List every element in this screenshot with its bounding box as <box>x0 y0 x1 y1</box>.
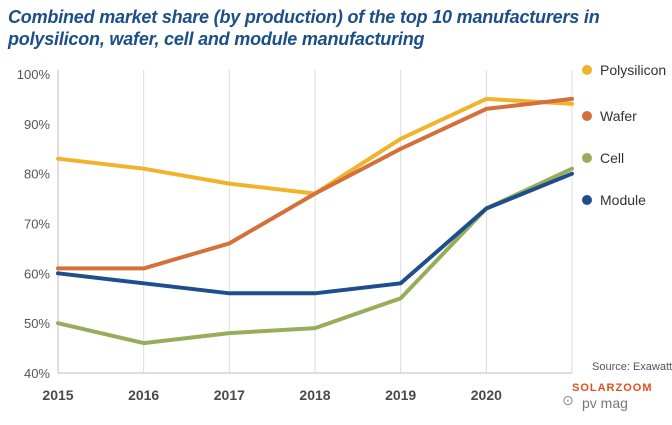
wechat-icon: ⊙ <box>562 392 574 408</box>
legend-label: Cell <box>600 150 625 166</box>
chart-title-line-1: Combined market share (by production) of… <box>8 7 600 27</box>
chart-title: Combined market share (by production) of… <box>8 6 608 50</box>
legend-item-polysilicon: Polysilicon <box>582 62 666 82</box>
legend-item-module: Module <box>582 192 646 212</box>
x-tick-label: 2015 <box>42 387 73 403</box>
x-tick-label: 2019 <box>385 387 416 403</box>
grid-lines <box>143 70 573 373</box>
legend-swatch <box>582 65 592 76</box>
y-tick-label: 100% <box>17 67 51 82</box>
chart-title-line-2: polysilicon, wafer, cell and module manu… <box>8 29 425 49</box>
series-line-wafer <box>56 96 574 271</box>
legend-item-wafer: Wafer <box>582 108 637 128</box>
x-tick-label: 2018 <box>299 387 330 403</box>
series-line-module <box>56 171 574 296</box>
legend-label: Polysilicon <box>600 62 667 78</box>
y-tick-label: 70% <box>24 217 50 232</box>
legend-swatch <box>582 195 592 206</box>
x-tick-label: 2017 <box>214 387 245 403</box>
y-tick-label: 80% <box>24 167 50 182</box>
legend-swatch <box>582 153 592 164</box>
y-tick-label: 90% <box>24 117 50 132</box>
y-tick-labels: 40% 50% 60% 70% 80% 90% 100% <box>17 67 51 381</box>
legend-item-cell: Cell <box>582 150 624 170</box>
series-lines <box>56 96 574 346</box>
y-tick-label: 40% <box>24 366 50 381</box>
source-note: Source: Exawatt <box>592 361 672 373</box>
x-tick-label: 2020 <box>471 387 502 403</box>
watermark-sub: pv mag <box>582 395 628 411</box>
y-tick-label: 50% <box>24 316 50 331</box>
legend-label: Wafer <box>600 108 637 124</box>
x-tick-labels: 2015 2016 2017 2018 2019 2020 <box>42 387 502 403</box>
watermark-brand: SOLARZOOM <box>572 382 653 394</box>
watermark-backdrop <box>566 382 672 412</box>
x-tick-label: 2016 <box>128 387 159 403</box>
y-tick-label: 60% <box>24 266 50 281</box>
legend-label: Module <box>600 192 646 208</box>
legend-swatch <box>582 111 592 122</box>
